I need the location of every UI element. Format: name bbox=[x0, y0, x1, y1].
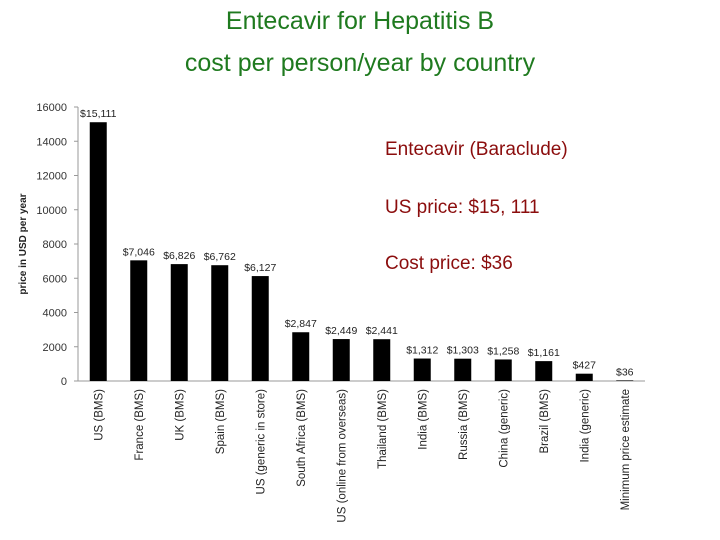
bar bbox=[575, 373, 593, 381]
data-label: $15,111 bbox=[80, 108, 117, 120]
data-label: $6,762 bbox=[204, 251, 236, 263]
category-label: US (generic in store) bbox=[255, 389, 267, 495]
bar bbox=[211, 265, 229, 381]
data-label: $7,046 bbox=[123, 246, 155, 258]
data-label: $2,449 bbox=[325, 325, 357, 337]
category-label: Brazil (BMS) bbox=[539, 389, 551, 454]
category-label: US (BMS) bbox=[93, 389, 105, 441]
bar bbox=[251, 276, 269, 381]
y-axis-label: price in USD per year bbox=[18, 193, 29, 294]
category-label: Thailand (BMS) bbox=[377, 389, 389, 469]
data-label: $1,312 bbox=[406, 345, 438, 357]
data-label: $427 bbox=[573, 360, 597, 372]
y-tick-label: 10000 bbox=[36, 205, 67, 217]
chart-title: Entecavir for Hepatitis B bbox=[225, 7, 495, 35]
annotation-drug-name: Entecavir (Baraclude) bbox=[385, 139, 568, 160]
bar bbox=[535, 361, 553, 381]
category-label: France (BMS) bbox=[134, 389, 146, 461]
data-label: $1,161 bbox=[528, 347, 560, 359]
category-label: Minimum price estimate bbox=[620, 389, 632, 510]
category-label: Russia (BMS) bbox=[458, 389, 470, 460]
category-label: US (online from overseas) bbox=[336, 389, 348, 523]
bar bbox=[616, 380, 634, 381]
category-label: UK (BMS) bbox=[174, 389, 186, 441]
data-label: $6,127 bbox=[244, 262, 276, 274]
bar bbox=[454, 358, 472, 381]
category-label: India (BMS) bbox=[417, 389, 429, 450]
data-label: $2,847 bbox=[285, 318, 317, 330]
bar bbox=[332, 339, 350, 381]
bar bbox=[292, 332, 310, 381]
y-tick-label: 4000 bbox=[43, 308, 67, 320]
y-tick-label: 12000 bbox=[36, 171, 67, 183]
category-label: South Africa (BMS) bbox=[296, 389, 308, 487]
y-tick-label: 16000 bbox=[36, 102, 67, 114]
y-tick-label: 6000 bbox=[43, 273, 67, 285]
data-label: $1,258 bbox=[487, 345, 519, 357]
bar bbox=[89, 122, 107, 382]
category-label: Spain (BMS) bbox=[215, 389, 227, 454]
data-label: $6,826 bbox=[163, 250, 195, 262]
y-tick-label: 0 bbox=[61, 376, 67, 388]
bar bbox=[130, 260, 148, 381]
annotation-us-price: US price: $15, 111 bbox=[385, 197, 540, 218]
y-tick-label: 14000 bbox=[36, 136, 67, 148]
bar bbox=[170, 264, 188, 381]
data-label: $2,441 bbox=[366, 325, 398, 337]
chart-subtitle: cost per person/year by country bbox=[184, 49, 536, 77]
y-tick-label: 2000 bbox=[43, 342, 67, 354]
y-tick-label: 8000 bbox=[43, 239, 67, 251]
bar bbox=[373, 339, 391, 381]
annotation-cost-price: Cost price: $36 bbox=[385, 253, 513, 274]
category-label: India (generic) bbox=[579, 389, 591, 463]
data-label: $36 bbox=[616, 366, 634, 378]
bar bbox=[413, 358, 431, 381]
bar bbox=[494, 359, 512, 381]
data-label: $1,303 bbox=[447, 345, 479, 357]
category-label: China (generic) bbox=[498, 389, 510, 468]
